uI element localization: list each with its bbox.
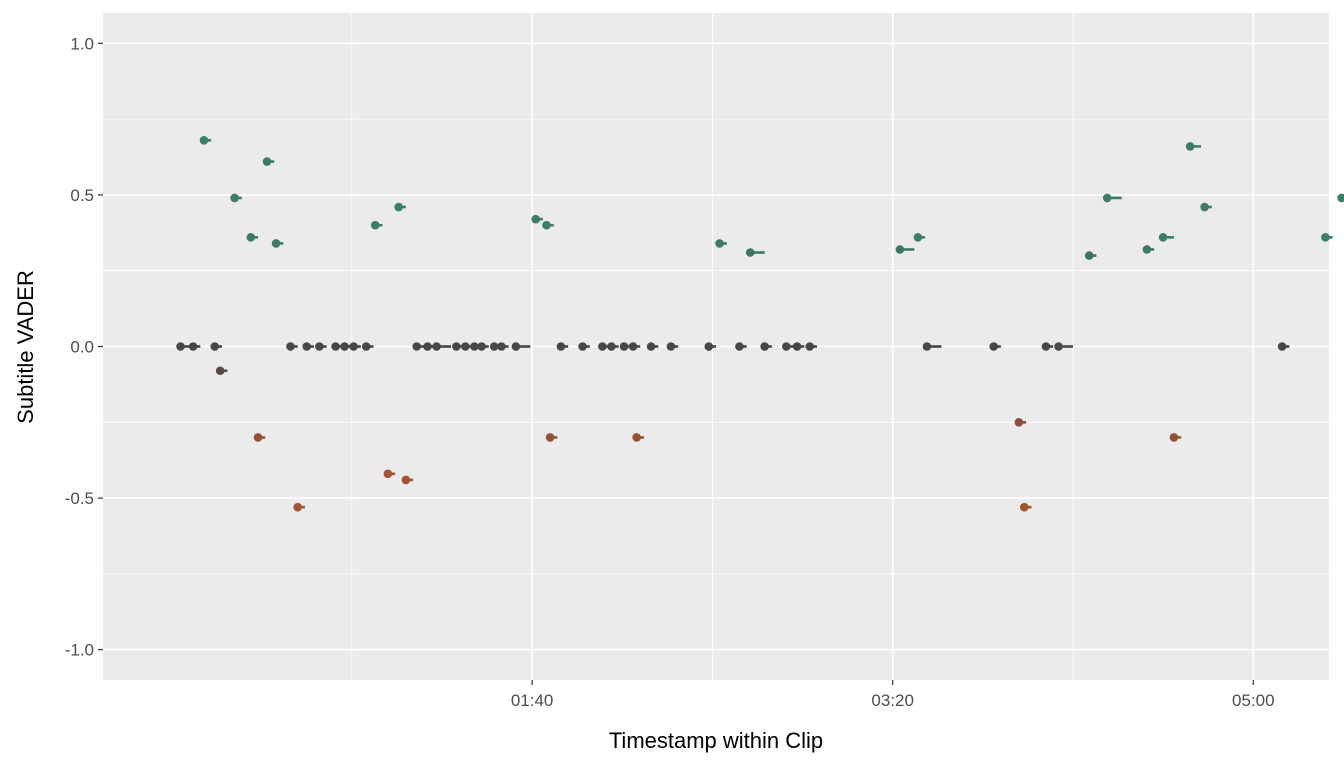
data-point: [489, 342, 499, 351]
data-point: [805, 342, 815, 351]
data-point: [542, 220, 551, 230]
x-tick-label: 05:00: [1232, 691, 1275, 710]
data-point: [628, 342, 638, 351]
data-point: [302, 342, 312, 351]
data-point: [199, 136, 209, 145]
y-tick-label: 0.0: [70, 338, 94, 357]
data-point: [1014, 417, 1024, 427]
data-point: [1200, 202, 1209, 212]
y-tick-label: -0.5: [65, 489, 94, 508]
data-point: [922, 342, 932, 351]
data-point: [176, 342, 185, 351]
data-point: [246, 233, 256, 242]
data-point: [531, 214, 541, 224]
data-point: [735, 342, 744, 351]
data-point: [989, 342, 998, 351]
data-point: [704, 342, 714, 351]
data-point: [286, 342, 295, 351]
data-point: [511, 342, 521, 351]
data-point: [760, 342, 769, 351]
data-point: [782, 342, 791, 351]
y-tick-label: 1.0: [70, 34, 94, 53]
x-tick-label: 01:40: [511, 691, 554, 710]
data-point: [361, 342, 371, 351]
data-point: [340, 342, 349, 351]
data-point: [1321, 233, 1330, 242]
data-point: [578, 342, 587, 351]
data-point: [230, 193, 239, 203]
data-point: [913, 233, 923, 242]
data-point: [477, 342, 486, 351]
data-point: [1020, 502, 1029, 512]
data-point: [1169, 433, 1179, 442]
data-point: [666, 342, 676, 351]
data-point: [331, 342, 340, 351]
x-tick-label: 03:20: [871, 691, 914, 710]
data-point: [895, 245, 905, 254]
data-point: [293, 502, 303, 512]
data-point: [545, 433, 555, 442]
data-point: [370, 220, 380, 230]
data-point: [646, 342, 656, 351]
data-point: [253, 433, 263, 442]
data-point: [598, 342, 607, 351]
data-point: [412, 342, 422, 351]
data-point: [394, 202, 403, 212]
data-point: [470, 342, 479, 351]
data-point: [497, 342, 506, 351]
data-point: [383, 469, 393, 479]
data-point: [423, 342, 432, 351]
data-point: [432, 342, 441, 351]
data-point: [1185, 142, 1195, 151]
data-point: [452, 342, 461, 351]
data-point: [461, 342, 470, 351]
data-point: [745, 248, 755, 257]
data-point: [1102, 193, 1112, 203]
y-tick-label: 0.5: [70, 186, 94, 205]
data-point: [215, 366, 225, 376]
data-point: [315, 342, 324, 351]
data-point: [792, 342, 802, 351]
data-point: [715, 239, 724, 248]
data-point: [1158, 233, 1168, 242]
data-point: [210, 342, 220, 351]
x-axis-ticks: 01:40 03:20 05:00: [511, 680, 1275, 710]
data-point: [1084, 251, 1094, 260]
x-axis-title: Timestamp within Clip: [609, 728, 823, 753]
data-point: [1142, 245, 1152, 254]
data-point: [1054, 342, 1063, 351]
data-point: [349, 342, 358, 351]
y-axis-title: Subtitle VADER: [13, 270, 38, 424]
data-point: [271, 239, 281, 248]
data-point: [619, 342, 629, 351]
data-point: [1277, 342, 1287, 351]
data-point: [1041, 342, 1051, 351]
y-tick-label: -1.0: [65, 641, 94, 660]
data-point: [401, 475, 411, 485]
data-point: [1337, 193, 1344, 203]
data-point: [188, 342, 198, 351]
data-point: [632, 433, 641, 442]
data-points: [176, 136, 1344, 512]
data-point: [607, 342, 616, 351]
data-point: [556, 342, 566, 351]
y-axis-ticks: 1.0 0.5 0.0 -0.5 -1.0: [65, 34, 103, 660]
data-point: [262, 157, 272, 166]
